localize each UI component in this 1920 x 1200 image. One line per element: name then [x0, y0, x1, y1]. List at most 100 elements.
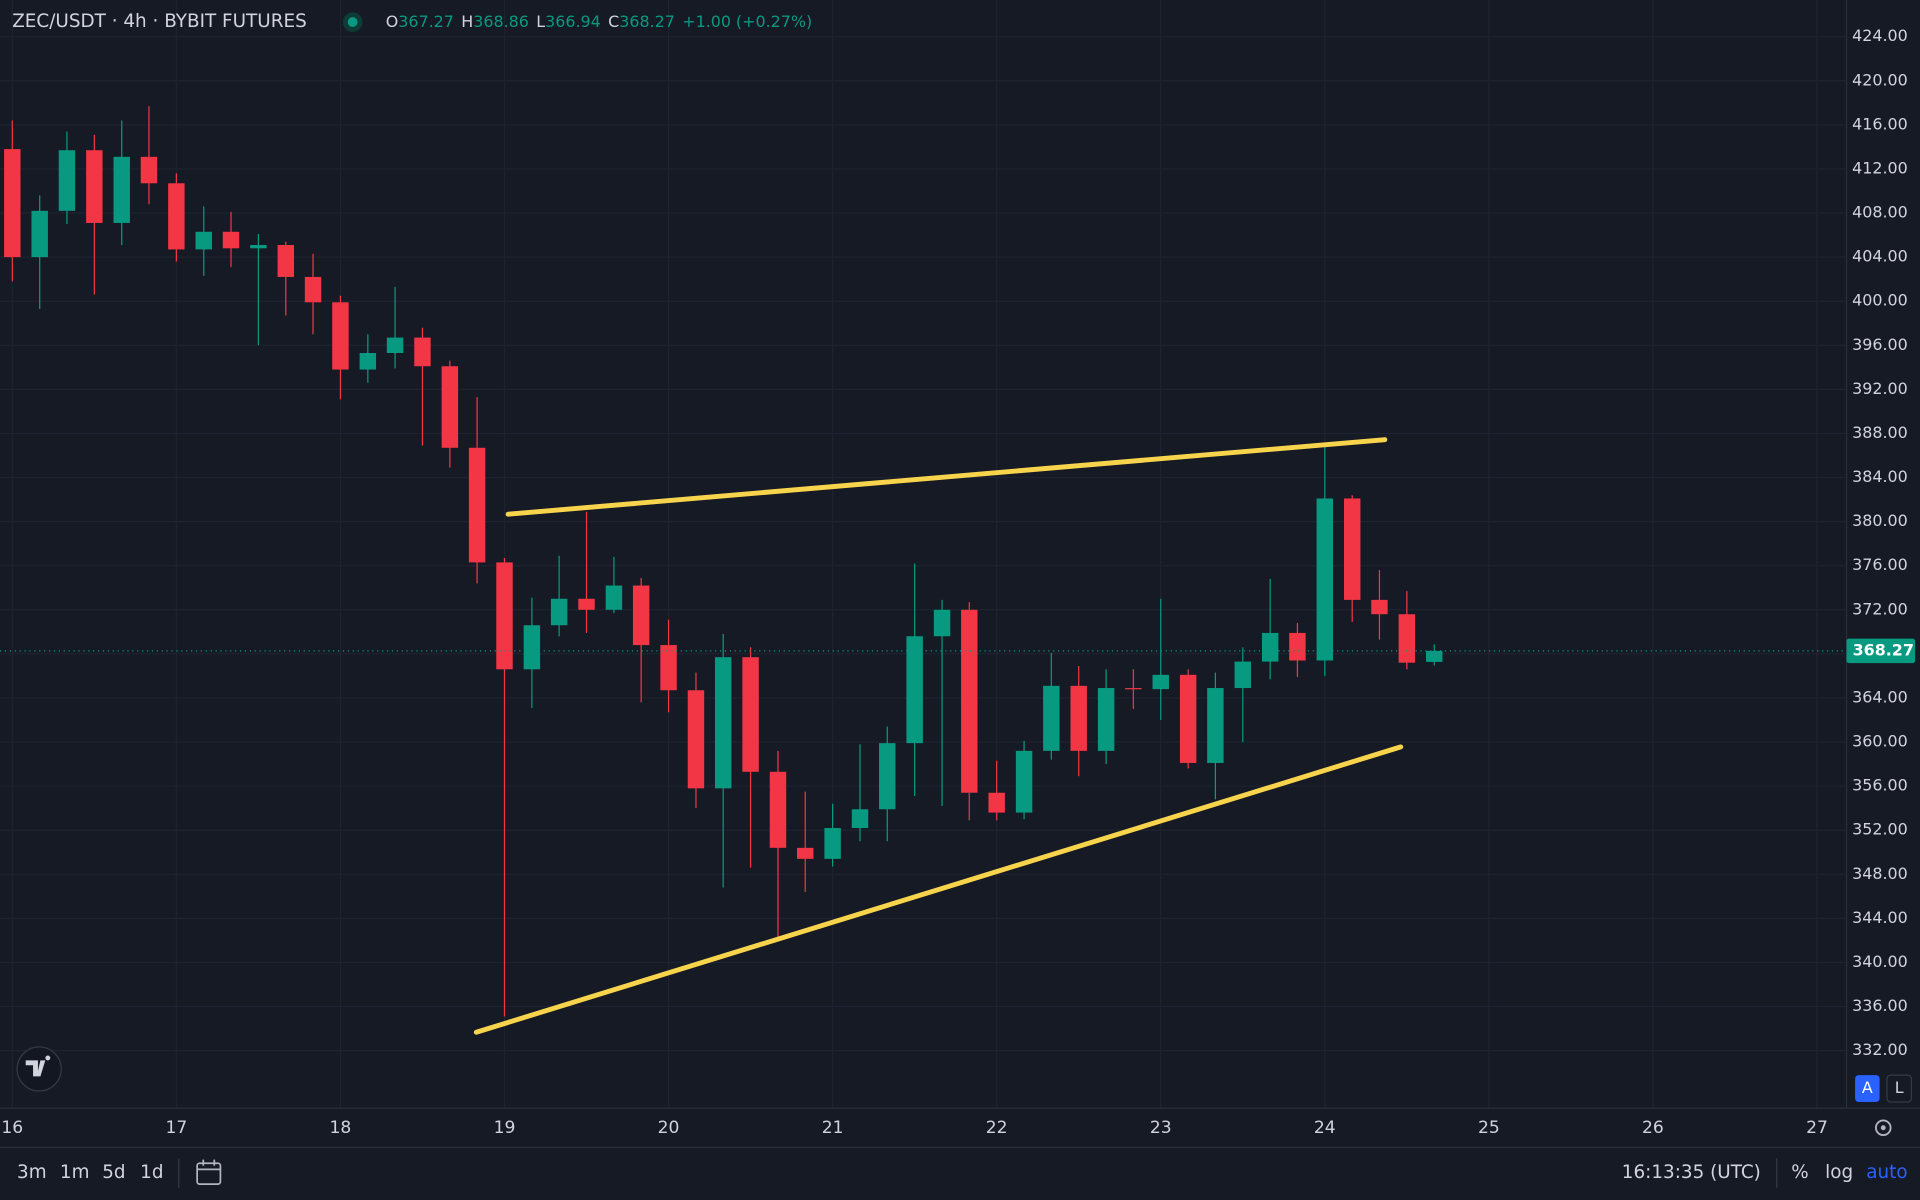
range-button[interactable]: 3m [17, 1162, 47, 1183]
range-button[interactable]: 5d [102, 1162, 125, 1183]
candle-body [1343, 498, 1361, 600]
ohlc-legend: O367.27 H368.86 L366.94 C368.27 +1.00 (+0.27%… [386, 12, 812, 31]
candle-body [632, 585, 650, 646]
candle-body [824, 828, 841, 859]
candle-body [1070, 685, 1087, 751]
candle-body [1316, 498, 1334, 661]
symbol-title: ZEC/USDT · 4h · BYBIT FUTURES [12, 11, 307, 32]
auto-button[interactable]: auto [1866, 1162, 1907, 1183]
y-tick-label: 344.00 [1852, 908, 1908, 927]
settings-icon[interactable] [1875, 1119, 1892, 1137]
auto-scale-label[interactable]: A [1862, 1078, 1873, 1097]
ohlc-key: C [608, 12, 619, 31]
candle-body [523, 625, 541, 670]
y-tick-label: 408.00 [1852, 203, 1908, 222]
candle-body [1398, 614, 1416, 663]
x-tick-label: 16 [1, 1118, 23, 1138]
logo-mark [25, 1055, 51, 1077]
candle-body [1261, 632, 1279, 662]
y-tick-label: 420.00 [1852, 70, 1908, 89]
candle-body [578, 598, 595, 610]
trendline [505, 437, 1388, 517]
candle-body [742, 657, 759, 772]
y-tick-label: 340.00 [1852, 952, 1908, 971]
ohlc-key: O [386, 12, 399, 31]
candle-body [879, 743, 896, 810]
candle-body [933, 609, 951, 637]
candle-body [359, 353, 377, 370]
ohlc-value: 366.94 [545, 12, 601, 31]
x-tick-label: 27 [1806, 1118, 1828, 1138]
log-button[interactable]: log [1825, 1162, 1853, 1183]
candle-body [1015, 750, 1033, 813]
candle-body [468, 447, 486, 563]
candle-body [1097, 688, 1115, 751]
candle-body [550, 598, 568, 626]
candle-body [332, 302, 349, 370]
candle-body [414, 337, 431, 367]
ohlc-value: 368.27 [619, 12, 675, 31]
percent-button[interactable]: % [1791, 1162, 1808, 1183]
candle-body [1179, 674, 1197, 763]
candle-body [195, 231, 212, 250]
x-tick-label: 26 [1642, 1118, 1664, 1138]
candle-body [58, 150, 76, 211]
candle-body [140, 156, 158, 184]
y-tick-label: 424.00 [1852, 26, 1908, 45]
y-tick-label: 380.00 [1852, 511, 1908, 530]
candle-body [4, 149, 21, 258]
candle-body [168, 183, 185, 250]
range-buttons: 3m 1m 5d 1d [17, 1162, 163, 1183]
candle-body [851, 809, 869, 829]
log-scale-label[interactable]: L [1895, 1078, 1904, 1097]
goto-date-icon[interactable] [196, 1159, 222, 1185]
status-dot [347, 17, 358, 27]
x-tick-label: 21 [822, 1118, 844, 1138]
ohlc-value: 367.27 [398, 12, 454, 31]
candle-body [906, 636, 923, 744]
x-tick-label: 17 [165, 1118, 187, 1138]
y-tick-label: 388.00 [1852, 423, 1908, 442]
logo [16, 1046, 62, 1092]
candle-body [1426, 650, 1443, 662]
candle-body [1125, 688, 1142, 690]
y-tick-label: 352.00 [1852, 820, 1908, 839]
change-percent: (+0.27%) [736, 12, 812, 31]
trendline [473, 744, 1404, 1035]
candle-body [31, 210, 48, 258]
clock: 16:13:35 (UTC) [1622, 1162, 1761, 1183]
y-tick-label: 356.00 [1852, 776, 1908, 795]
y-tick-label: 348.00 [1852, 864, 1908, 883]
last-price-label: 368.27 [1853, 640, 1914, 659]
candle-body [714, 657, 732, 789]
y-tick-label: 416.00 [1852, 114, 1908, 133]
x-tick-label: 24 [1314, 1118, 1336, 1138]
y-tick-label: 396.00 [1852, 335, 1908, 354]
settings-icon-center[interactable] [1880, 1125, 1886, 1131]
ohlc-value: 368.86 [473, 12, 529, 31]
auto-scale-button[interactable] [1855, 1075, 1880, 1103]
candle-body [441, 366, 459, 448]
candle-body [961, 609, 978, 793]
y-tick-label: 372.00 [1852, 599, 1908, 618]
y-tick-label: 404.00 [1852, 247, 1908, 266]
candle-body [1043, 685, 1060, 751]
candle-body [250, 244, 267, 249]
log-scale-button[interactable] [1886, 1074, 1913, 1103]
calendar-icon[interactable] [196, 1162, 222, 1185]
range-button[interactable]: 1d [140, 1162, 163, 1183]
y-tick-label: 384.00 [1852, 467, 1908, 486]
x-tick-label: 18 [330, 1118, 352, 1138]
candle-body [1289, 632, 1306, 661]
legend: ZEC/USDT · 4h · BYBIT FUTURES [12, 11, 307, 32]
candle-body [769, 771, 787, 848]
candle-body [660, 645, 677, 691]
range-button[interactable]: 1m [60, 1162, 90, 1183]
candle-body [797, 847, 814, 859]
change: +1.00 [682, 12, 731, 31]
x-tick-label: 23 [1150, 1118, 1172, 1138]
y-tick-label: 400.00 [1852, 291, 1908, 310]
